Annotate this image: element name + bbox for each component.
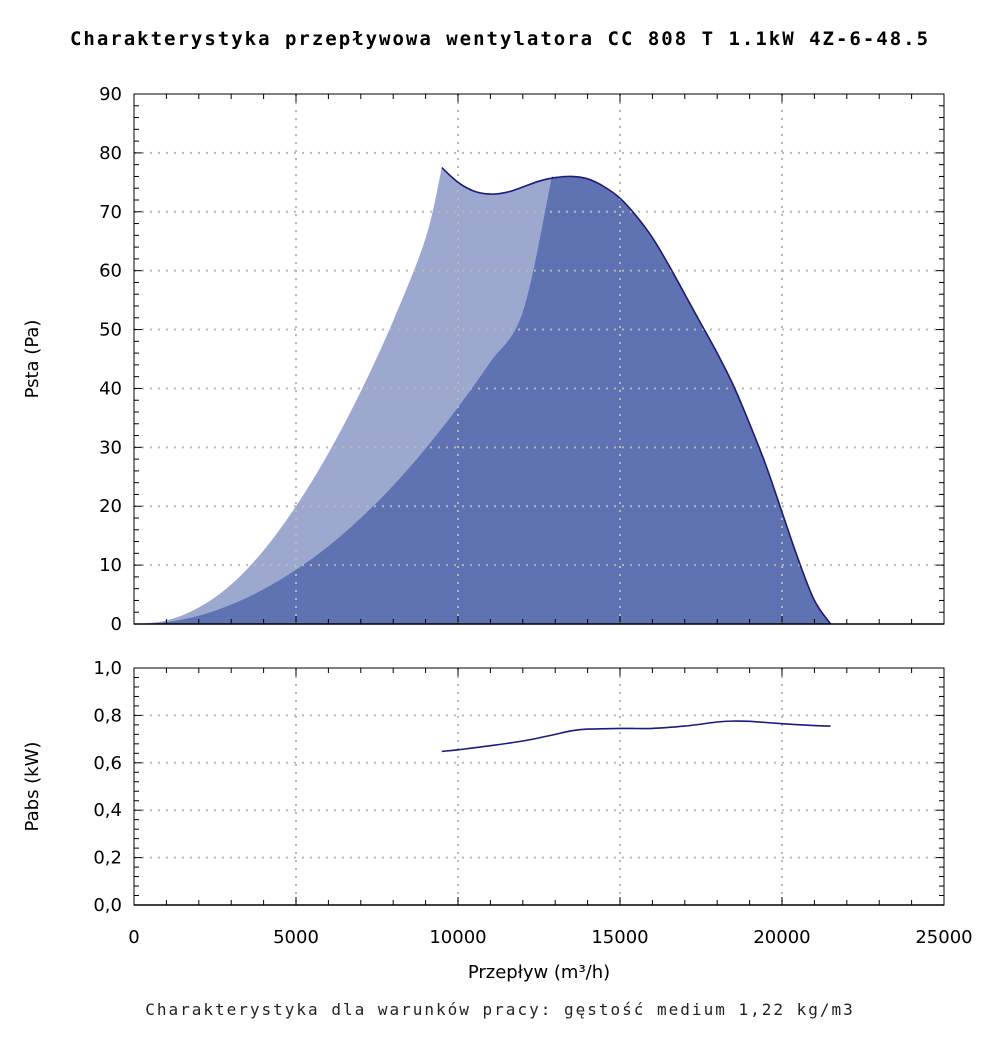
top-y-tick-label: 60 xyxy=(99,261,122,282)
bottom-x-tick-label: 15000 xyxy=(591,927,648,948)
bottom-y-tick-label: 0,6 xyxy=(93,753,122,774)
bottom-y-tick-label: 1,0 xyxy=(93,658,122,679)
top-y-tick-label: 10 xyxy=(99,555,122,576)
bottom-plot-frame xyxy=(133,667,945,906)
working-region-area xyxy=(134,176,831,624)
top-y-tick-label: 80 xyxy=(99,143,122,164)
x-axis-label: Przepływ (m³/h) xyxy=(468,962,610,983)
top-y-tick-label: 90 xyxy=(99,84,122,105)
top-y-tick-label: 40 xyxy=(99,378,122,399)
operating-conditions-note: Charakterystyka dla warunków pracy: gęst… xyxy=(145,1000,855,1019)
bottom-x-tick-label: 10000 xyxy=(429,927,486,948)
top-y-tick-label: 30 xyxy=(99,437,122,458)
bottom-x-tick-label: 25000 xyxy=(915,927,972,948)
power-curve xyxy=(441,720,831,753)
top-y-tick-label: 50 xyxy=(99,320,122,341)
top-y-tick-label: 20 xyxy=(99,496,122,517)
top-y-axis-label: Psta (Pa) xyxy=(22,320,43,399)
top-y-tick-label: 0 xyxy=(111,614,122,635)
bottom-x-tick-label: 20000 xyxy=(753,927,810,948)
pressure-curve xyxy=(441,167,832,625)
bottom-y-axis-label: Pabs (kW) xyxy=(22,742,43,832)
chart-title: Charakterystyka przepływowa wentylatora … xyxy=(69,28,931,50)
bottom-y-tick-label: 0,4 xyxy=(93,800,122,821)
top-y-tick-label: 70 xyxy=(99,202,122,223)
bottom-x-tick-label: 5000 xyxy=(273,927,319,948)
bottom-y-tick-label: 0,2 xyxy=(93,848,122,869)
bottom-y-tick-label: 0,0 xyxy=(93,895,122,916)
bottom-x-tick-label: 0 xyxy=(128,927,139,948)
bottom-y-tick-label: 0,8 xyxy=(93,705,122,726)
